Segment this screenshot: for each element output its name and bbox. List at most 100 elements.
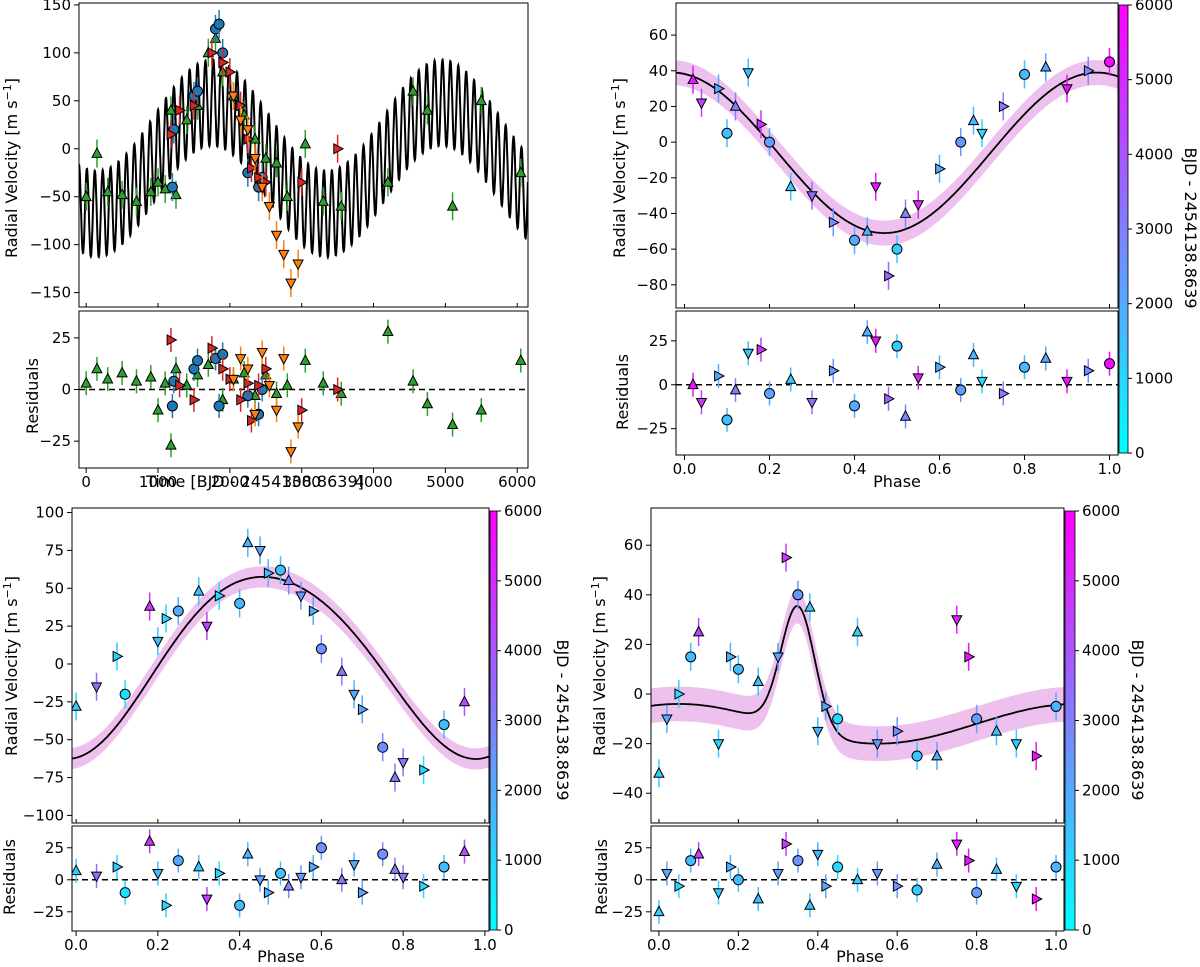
data-point — [764, 136, 775, 148]
residual-point — [871, 869, 884, 880]
data-point — [804, 600, 816, 612]
data-point — [333, 142, 345, 155]
residual-point — [911, 884, 923, 896]
data-point — [515, 166, 527, 178]
residual-plot-area — [72, 829, 489, 918]
data-point — [1061, 84, 1073, 96]
data-point — [692, 625, 705, 637]
rv-axis-title-c: Radial Velocity [m s−1] — [1, 576, 21, 756]
rv-axis-title-d: Radial Velocity [m s−1] — [589, 576, 609, 756]
data-point — [256, 182, 268, 194]
data-point — [729, 99, 742, 111]
main-plot-area — [676, 47, 1118, 290]
colorbar-tick-label: 1000 — [1082, 851, 1120, 869]
residual-point — [201, 894, 213, 906]
data-point — [752, 675, 765, 686]
residual-point — [891, 340, 903, 352]
y-tick-label: 0 — [633, 685, 643, 703]
x-tick-label: 0.4 — [843, 460, 867, 478]
data-point — [1083, 64, 1095, 77]
data-point — [931, 749, 943, 761]
data-point — [1039, 60, 1052, 72]
colorbar-tick-label: 0 — [504, 921, 514, 939]
series-red-right-triangles — [166, 38, 345, 197]
data-point — [201, 621, 213, 633]
data-point — [1010, 739, 1023, 751]
residual-point — [308, 861, 320, 873]
data-point — [1019, 68, 1030, 80]
residual-point — [161, 899, 173, 912]
data-point — [732, 663, 744, 675]
residual-point — [804, 898, 816, 910]
data-point — [419, 764, 431, 776]
residual-point — [721, 414, 733, 426]
x-tick-label: 5000 — [426, 473, 464, 491]
model-uncertainty-band — [72, 566, 489, 770]
data-point — [281, 190, 294, 202]
residual-point — [357, 886, 369, 899]
residual-point — [1039, 351, 1052, 363]
residual-point — [714, 370, 726, 382]
time-axis-title: Time [BJD - 2454138.8639] — [145, 472, 364, 491]
residual-point — [976, 376, 988, 388]
data-point — [161, 612, 173, 625]
residual-point — [955, 384, 967, 396]
rv-axis-exp: −1 — [589, 582, 602, 598]
residual-point — [236, 394, 248, 406]
model-uncertainty-band — [651, 588, 1064, 761]
data-point — [971, 713, 983, 725]
colorbar-tick-label: 2000 — [1082, 781, 1120, 799]
data-point — [685, 651, 697, 663]
data-point — [967, 114, 980, 126]
residual-point — [781, 838, 793, 850]
data-point — [227, 91, 240, 103]
colorbar-tick-label: 0 — [1135, 444, 1145, 462]
residual-point — [285, 447, 297, 459]
residual-point — [243, 377, 255, 390]
data-point — [242, 536, 254, 548]
residuals-axis-title-d: Residuals — [592, 839, 611, 915]
main-frame — [78, 2, 529, 308]
residual-plot-area — [676, 320, 1118, 432]
main-plot-area — [79, 10, 528, 298]
data-point — [348, 689, 360, 701]
residual-point — [270, 405, 283, 417]
y-tick-label: 20 — [649, 97, 668, 115]
y-tick-label: 40 — [649, 62, 668, 80]
data-point — [687, 73, 699, 85]
x-tick-label: 0.8 — [1013, 460, 1037, 478]
data-point — [828, 216, 840, 229]
residual-point — [851, 873, 864, 885]
data-point — [317, 194, 330, 206]
data-point — [299, 137, 312, 149]
data-point — [165, 103, 177, 115]
residuals-observations — [687, 320, 1115, 432]
x-tick-label: 0 — [81, 473, 91, 491]
x-tick-label: 0.4 — [806, 936, 830, 954]
data-point — [661, 714, 673, 726]
series-observations — [72, 528, 471, 792]
data-point — [263, 201, 276, 213]
residuals-red-right-triangles — [166, 327, 345, 433]
residual-point — [475, 403, 488, 415]
residual-point — [674, 880, 686, 892]
data-point — [254, 171, 266, 184]
data-point — [234, 597, 246, 609]
residual-point — [1061, 376, 1073, 388]
residual-point — [261, 363, 273, 375]
colorbar-title-b: BJD - 2454138.8639 — [1181, 147, 1200, 308]
data-point — [784, 180, 797, 192]
residual-point — [165, 438, 177, 450]
residual-point — [166, 400, 178, 412]
x-tick-label: 0.0 — [64, 936, 88, 954]
colorbar-tick-label: 1000 — [504, 851, 542, 869]
data-point — [90, 682, 103, 694]
data-point — [892, 725, 904, 738]
residual-point — [397, 872, 409, 884]
residual-point — [971, 887, 983, 899]
residual-point — [438, 861, 450, 873]
residuals-blue-circles — [166, 342, 268, 427]
residual-y-tick-label: −25 — [636, 420, 668, 438]
data-point — [1050, 700, 1062, 712]
data-point — [91, 146, 103, 158]
